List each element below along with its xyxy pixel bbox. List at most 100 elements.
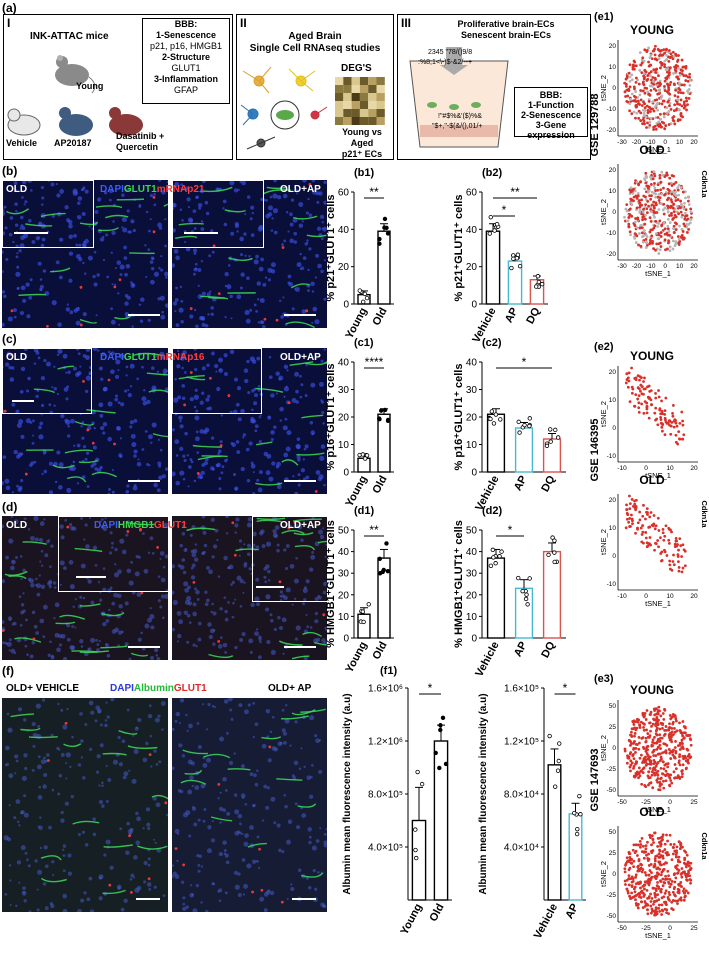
- vessel-stroke: [278, 640, 303, 646]
- cell-dot: [629, 857, 632, 861]
- cell-dot: [684, 96, 688, 100]
- nucleus-dot: [186, 613, 191, 618]
- nucleus-dot: [151, 552, 155, 555]
- nucleus-dot: [152, 796, 157, 801]
- nucleus-dot: [205, 728, 209, 731]
- nucleus-dot: [39, 846, 42, 850]
- nucleus-dot: [217, 644, 223, 649]
- nucleus-dot: [149, 260, 154, 264]
- cell-dot: [672, 553, 675, 557]
- cell-dot: [661, 850, 665, 853]
- cell-dot: [681, 423, 685, 427]
- heatmap-cell: [376, 85, 385, 93]
- cell-dot: [654, 877, 658, 880]
- nucleus-dot: [307, 827, 313, 832]
- cell-dot: [676, 95, 680, 99]
- tsne-x-tick: 20: [690, 263, 698, 270]
- nucleus-dot: [107, 777, 112, 782]
- nucleus-dot: [248, 441, 253, 446]
- nucleus-dot: [58, 485, 63, 490]
- red-signal-dot: [278, 580, 282, 584]
- nucleus-dot: [197, 202, 203, 208]
- tsne-y-tick: 0: [612, 553, 616, 560]
- nucleus-dot: [290, 883, 293, 886]
- cell-dot: [677, 560, 680, 564]
- cell-dot: [686, 79, 690, 83]
- red-signal-dot: [126, 530, 130, 533]
- cell-dot: [666, 227, 670, 231]
- cell-dot: [671, 57, 675, 61]
- nucleus-dot: [148, 887, 152, 891]
- cell-dot: [656, 769, 660, 773]
- vessel-stroke: [4, 570, 28, 577]
- old-vehicle-label: OLD+ VEHICLE: [6, 683, 80, 694]
- nucleus-dot: [258, 416, 261, 419]
- cell-dot: [660, 94, 664, 98]
- cell-dot: [642, 895, 646, 898]
- nucleus-dot: [8, 804, 11, 807]
- nucleus-dot: [95, 314, 98, 317]
- nucleus-dot: [185, 713, 188, 717]
- oldap-label: OLD+AP: [280, 184, 321, 195]
- tsne-y-tick: -10: [607, 230, 617, 237]
- cell-dot: [633, 890, 637, 894]
- scale-bar: [12, 400, 34, 402]
- nucleus-dot: [230, 231, 235, 236]
- nucleus-dot: [3, 641, 7, 645]
- nucleus-dot: [99, 413, 104, 418]
- nucleus-dot: [296, 262, 302, 268]
- cell-dot: [646, 190, 650, 194]
- nucleus-dot: [153, 354, 157, 358]
- cell-dot: [653, 707, 656, 711]
- nucleus-dot: [6, 712, 10, 716]
- cell-dot: [667, 189, 671, 192]
- cell-dot: [661, 429, 664, 433]
- nucleus-dot: [292, 217, 298, 223]
- cell-dot: [671, 414, 675, 418]
- nucleus-dot: [162, 356, 166, 360]
- heatmap-cell: [376, 109, 385, 117]
- data-point: [377, 236, 382, 242]
- cell-dot: [689, 743, 693, 747]
- cell-dot: [649, 110, 652, 113]
- nucleus-dot: [189, 314, 194, 319]
- nucleus-dot: [201, 703, 205, 706]
- nucleus-dot: [141, 365, 144, 369]
- cell-dot: [640, 891, 644, 894]
- cell-dot: [649, 210, 653, 214]
- nucleus-dot: [293, 231, 298, 236]
- nucleus-dot: [267, 758, 272, 763]
- cell-dot: [682, 74, 686, 77]
- cell-dot: [679, 113, 683, 117]
- cell-dot: [660, 559, 664, 562]
- cell-dot: [660, 409, 664, 413]
- nucleus-dot: [84, 523, 88, 527]
- nucleus-dot: [282, 193, 288, 199]
- transwell-illustration: [409, 47, 509, 148]
- nucleus-dot: [59, 583, 62, 586]
- cell-dot: [678, 108, 681, 112]
- nucleus-dot: [56, 193, 61, 198]
- cell-dot: [648, 56, 652, 60]
- vessel-stroke: [114, 315, 132, 320]
- cell-dot: [641, 844, 645, 848]
- cell-dot: [672, 119, 676, 123]
- nucleus-dot: [147, 318, 151, 322]
- nucleus-dot: [50, 182, 55, 187]
- nucleus-dot: [15, 799, 21, 804]
- cell-dot: [638, 510, 642, 514]
- nucleus-dot: [62, 869, 66, 873]
- nucleus-dot: [172, 627, 175, 632]
- nucleus-dot: [239, 181, 242, 184]
- cell-dot: [663, 729, 667, 732]
- data-point: [575, 826, 580, 832]
- nucleus-dot: [275, 371, 280, 376]
- cell-dot: [681, 91, 685, 95]
- cell-dot: [655, 417, 659, 421]
- cell-dot: [677, 759, 681, 763]
- red-signal-dot: [46, 759, 50, 762]
- vessel-stroke: [281, 459, 299, 466]
- cell-dot: [632, 195, 636, 199]
- nucleus-dot: [192, 602, 197, 607]
- vessel-stroke: [8, 575, 27, 580]
